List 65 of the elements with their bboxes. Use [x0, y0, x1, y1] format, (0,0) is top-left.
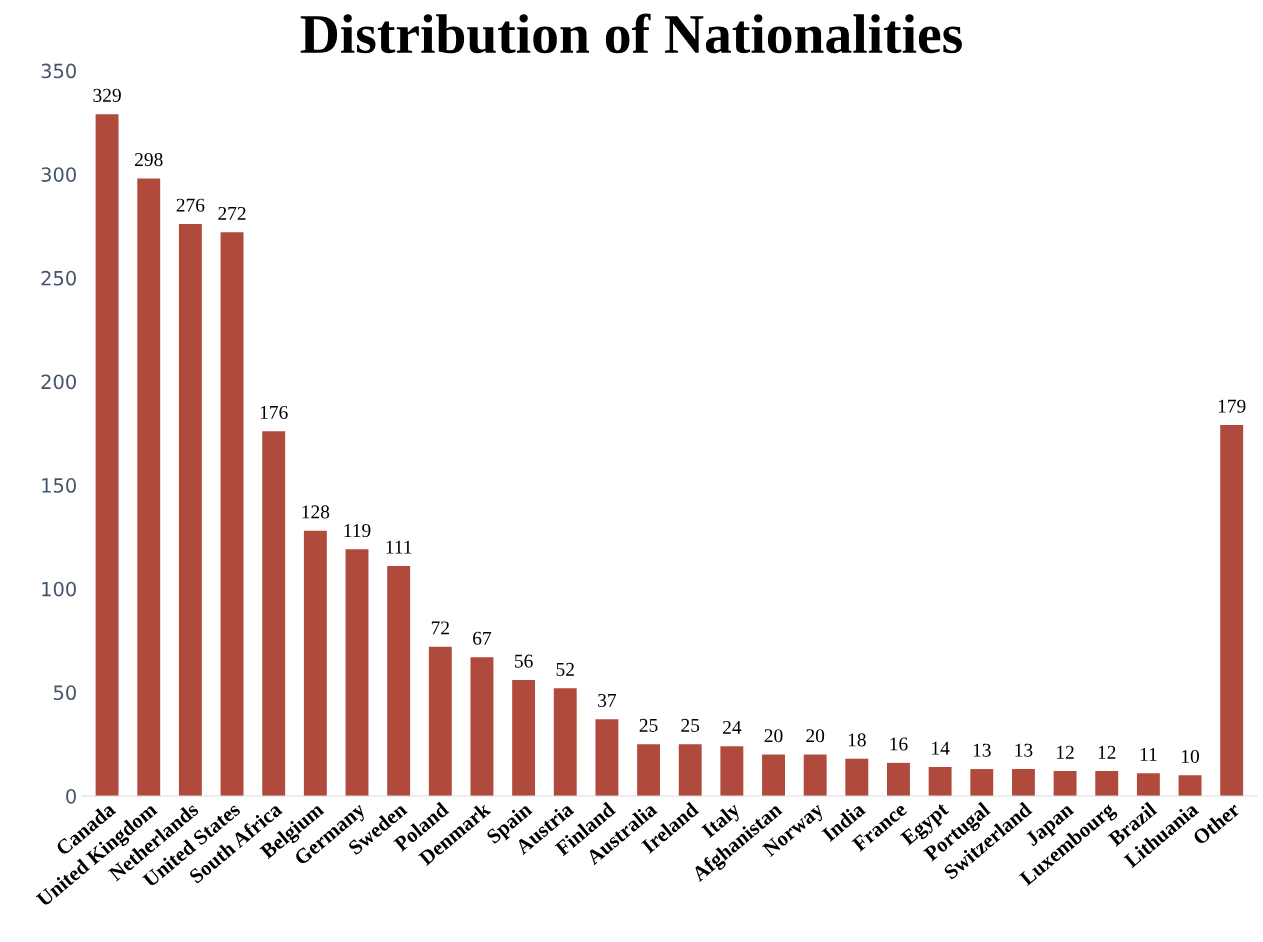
chart-title: Distribution of Nationalities — [300, 13, 962, 54]
data-label: 119 — [344, 524, 371, 538]
bar — [1220, 425, 1244, 796]
data-label: 11 — [1140, 747, 1157, 761]
data-label: 128 — [302, 505, 330, 519]
bar — [1053, 771, 1077, 796]
bar — [595, 719, 619, 796]
bar — [928, 766, 952, 796]
data-label: 14 — [932, 741, 950, 755]
bar — [678, 744, 702, 796]
data-label: 12 — [1098, 745, 1116, 759]
bar — [1011, 769, 1035, 796]
bar — [95, 114, 119, 796]
data-label: 13 — [1015, 743, 1033, 757]
bar — [428, 646, 452, 796]
bar — [1095, 771, 1119, 796]
y-tick-label: 350 — [41, 63, 76, 79]
bar — [345, 549, 369, 796]
y-tick-label: 250 — [41, 270, 76, 286]
data-label: 16 — [890, 737, 908, 751]
data-label: 298 — [135, 153, 163, 167]
data-label: 272 — [218, 206, 246, 220]
bar — [970, 769, 994, 796]
data-label: 52 — [556, 662, 574, 676]
data-label: 179 — [1218, 399, 1246, 413]
y-tick-label: 150 — [42, 478, 76, 493]
data-label: 18 — [848, 733, 866, 747]
data-label: 25 — [639, 718, 658, 732]
data-label: 25 — [681, 718, 700, 732]
bar — [512, 679, 536, 796]
data-label: 10 — [1182, 749, 1200, 763]
bar — [1178, 775, 1202, 796]
bar — [470, 657, 494, 796]
bar — [220, 232, 244, 796]
data-label: 67 — [473, 631, 492, 645]
data-label: 13 — [973, 743, 991, 757]
bar — [845, 758, 869, 796]
y-tick-label: 0 — [66, 788, 76, 804]
data-label: 37 — [598, 693, 617, 708]
bar — [303, 530, 327, 796]
data-label: 56 — [515, 654, 533, 668]
bar — [137, 178, 161, 796]
data-label: 20 — [806, 729, 825, 743]
bar — [803, 754, 827, 796]
y-tick-label: 200 — [41, 374, 76, 390]
data-label: 111 — [386, 540, 412, 554]
data-label: 72 — [431, 621, 449, 635]
bar — [720, 746, 744, 796]
bar — [762, 754, 785, 796]
bar — [262, 431, 286, 796]
data-label: 24 — [723, 720, 742, 734]
data-label: 12 — [1057, 745, 1074, 759]
y-tick-label: 300 — [41, 167, 76, 182]
data-label: 176 — [260, 405, 288, 419]
data-label: 276 — [176, 198, 205, 212]
bar — [887, 762, 910, 796]
data-label: 20 — [764, 729, 783, 743]
bar — [637, 744, 661, 796]
bar — [1136, 773, 1160, 796]
bar — [553, 688, 577, 796]
y-tick-label: 100 — [42, 581, 76, 597]
y-tick-label: 50 — [53, 685, 76, 701]
bar — [178, 224, 202, 796]
data-label: 329 — [93, 88, 121, 102]
bar — [387, 565, 411, 796]
